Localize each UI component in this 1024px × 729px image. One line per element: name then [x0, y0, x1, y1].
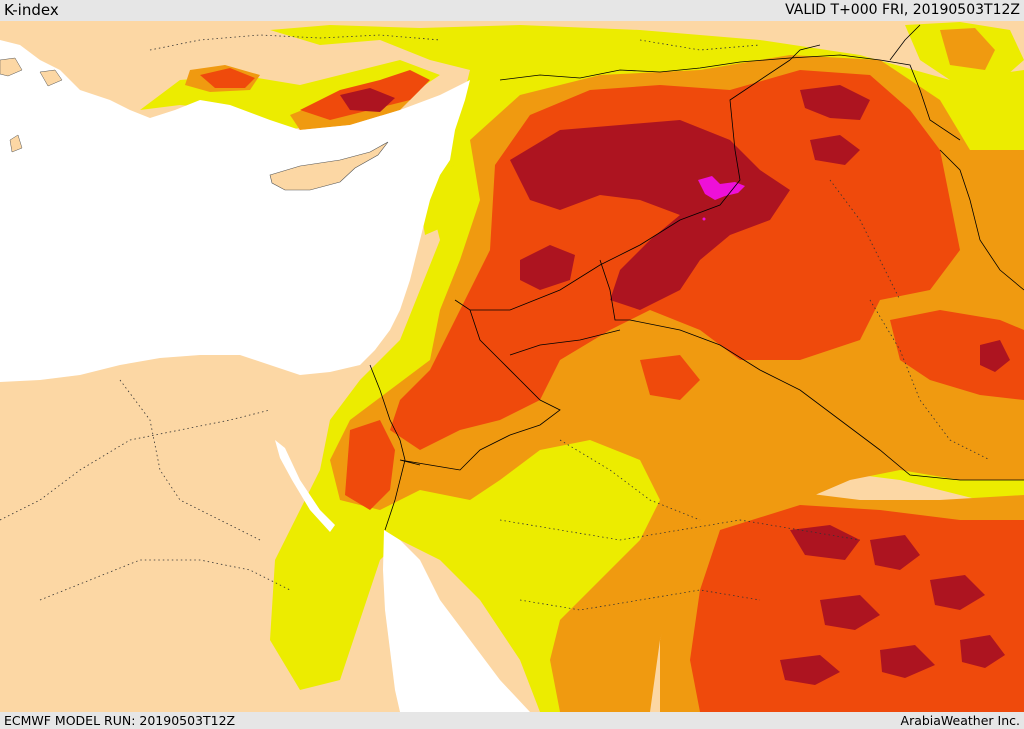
aegean-islands — [0, 57, 63, 153]
k-index-map — [0, 21, 1024, 712]
cyprus-island — [269, 141, 389, 191]
red-sea — [383, 530, 530, 712]
internal-boundaries — [0, 34, 991, 611]
valid-time: VALID T+000 FRI, 20190503T12Z — [785, 2, 1020, 18]
k-index-level-4 — [340, 85, 1010, 685]
credit-label: ArabiaWeather Inc. — [900, 713, 1020, 728]
gulf-of-suez — [275, 440, 335, 532]
k-index-level-5 — [698, 176, 745, 221]
header-bar: K-index VALID T+000 FRI, 20190503T12Z — [0, 0, 1024, 21]
political-borders — [369, 24, 1024, 531]
map-title: K-index — [4, 1, 59, 19]
map-canvas — [0, 21, 1024, 712]
model-run-label: ECMWF MODEL RUN: 20190503T12Z — [4, 713, 236, 728]
mediterranean-sea — [0, 40, 470, 382]
footer-bar: ECMWF MODEL RUN: 20190503T12Z ArabiaWeat… — [0, 712, 1024, 729]
